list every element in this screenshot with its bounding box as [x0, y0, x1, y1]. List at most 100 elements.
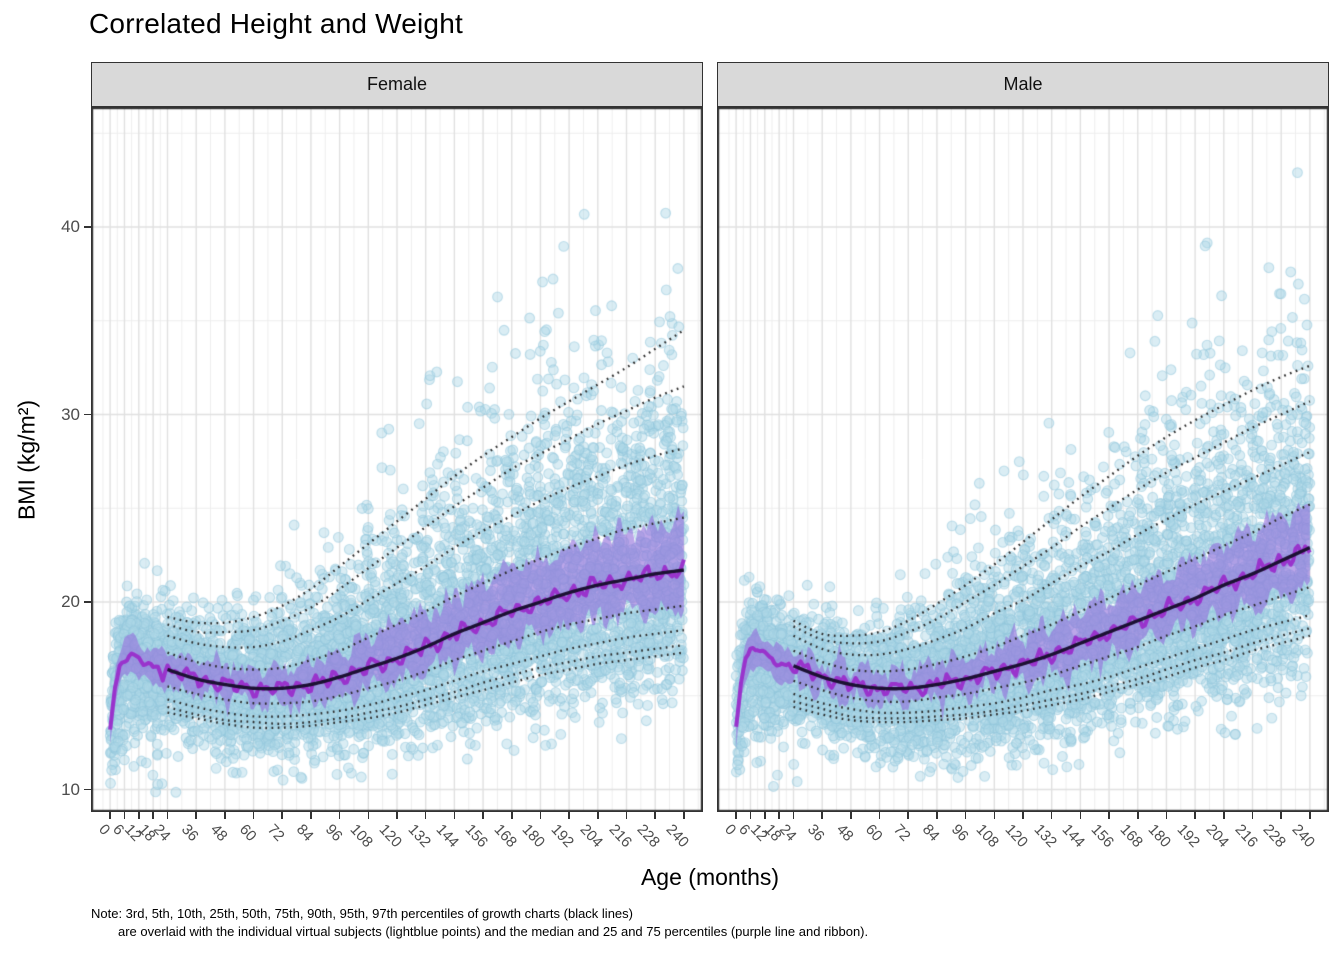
note-line-2: are overlaid with the individual virtual… [118, 924, 869, 939]
facet-strip-female: Female [91, 62, 703, 107]
x-tick-label: 180 [1144, 821, 1175, 851]
x-tick-mark [964, 812, 967, 819]
x-tick-mark [224, 812, 226, 819]
x-tick-label: 72 [264, 821, 288, 845]
x-axis-title: Age (months) [640, 864, 780, 890]
x-tick-label: 192 [547, 821, 578, 851]
x-tick-label: 120 [1001, 821, 1032, 851]
x-tick-label: 156 [461, 821, 492, 851]
x-tick-label: 240 [662, 821, 692, 851]
x-tick-label: 24 [149, 821, 174, 845]
x-tick-mark [1251, 812, 1254, 819]
x-tick-label: 60 [861, 821, 886, 845]
x-tick-label: 168 [490, 821, 520, 851]
y-axis-title: BMI (kg/m²) [13, 399, 40, 521]
x-tick-mark [453, 812, 456, 819]
x-tick-mark [936, 812, 938, 819]
x-tick-label: 132 [404, 821, 434, 851]
x-tick-label: 84 [292, 821, 317, 845]
x-tick-mark [281, 812, 284, 819]
x-tick-label: 192 [1173, 821, 1204, 851]
x-tick-label: 48 [832, 821, 857, 845]
note-line-1: Note: 3rd, 5th, 10th, 25th, 50th, 75th, … [91, 906, 633, 921]
x-tick-mark [123, 812, 126, 819]
x-tick-label: 228 [1259, 821, 1290, 851]
y-tick-label: 40 [61, 217, 80, 236]
plot-panel-male [717, 107, 1329, 812]
x-tick-mark [764, 812, 766, 819]
x-tick-mark [654, 812, 656, 819]
x-tick-mark [1022, 812, 1024, 819]
y-tick-label: 20 [61, 592, 80, 611]
x-tick-label: 24 [775, 821, 800, 845]
x-tick-label: 36 [178, 821, 202, 845]
x-tick-mark [539, 812, 542, 819]
x-tick-mark [792, 812, 795, 819]
x-tick-mark [749, 812, 752, 819]
x-tick-mark [1280, 812, 1282, 819]
x-tick-mark [597, 812, 599, 819]
x-tick-label: 96 [321, 821, 346, 845]
x-tick-label: 108 [972, 821, 1003, 851]
x-tick-mark [850, 812, 852, 819]
x-tick-mark [152, 812, 154, 819]
x-tick-mark [735, 812, 737, 819]
y-tick-mark [84, 413, 91, 416]
x-tick-mark [907, 812, 910, 819]
x-tick-label: 168 [1116, 821, 1146, 851]
x-tick-label: 216 [1231, 821, 1261, 851]
x-tick-label: 156 [1087, 821, 1118, 851]
x-tick-mark [1079, 812, 1082, 819]
y-tick-mark [84, 601, 91, 603]
x-tick-mark [1165, 812, 1168, 819]
y-tick-mark [84, 226, 91, 228]
x-tick-label: 144 [1058, 821, 1089, 851]
x-tick-label: 120 [375, 821, 406, 851]
chart-title: Correlated Height and Weight [89, 8, 463, 39]
x-tick-mark [195, 812, 197, 819]
x-tick-mark [778, 812, 780, 819]
x-tick-label: 216 [605, 821, 635, 851]
x-tick-label: 204 [576, 821, 606, 851]
note-text: Note: 3rd, 5th, 10th, 25th, 50th, 75th, … [91, 905, 868, 941]
x-tick-mark [1050, 812, 1053, 819]
x-tick-label: 204 [1202, 821, 1232, 851]
x-tick-mark [367, 812, 370, 819]
x-tick-mark [1108, 812, 1110, 819]
x-tick-label: 60 [235, 821, 260, 845]
x-tick-mark [424, 812, 427, 819]
x-tick-label: 48 [206, 821, 231, 845]
x-tick-label: 180 [518, 821, 549, 851]
x-tick-label: 144 [432, 821, 463, 851]
facet-strip-male: Male [717, 62, 1329, 107]
x-tick-label: 228 [633, 821, 664, 851]
x-tick-mark [993, 812, 996, 819]
x-tick-mark [1136, 812, 1139, 819]
x-tick-mark [138, 812, 140, 819]
facet-strip-label-male: Male [1003, 74, 1043, 94]
x-tick-mark [252, 812, 255, 819]
x-tick-mark [821, 812, 823, 819]
x-tick-label: 108 [346, 821, 377, 851]
x-tick-label: 132 [1030, 821, 1060, 851]
x-tick-mark [1194, 812, 1196, 819]
x-tick-mark [166, 812, 169, 819]
x-tick-mark [1223, 812, 1225, 819]
x-tick-label: 96 [947, 821, 972, 845]
x-tick-label: 72 [890, 821, 914, 845]
x-tick-mark [338, 812, 341, 819]
x-tick-mark [568, 812, 570, 819]
x-tick-label: 84 [918, 821, 943, 845]
x-tick-mark [510, 812, 513, 819]
x-tick-mark [878, 812, 881, 819]
y-tick-mark [84, 788, 91, 791]
x-tick-mark [625, 812, 628, 819]
y-tick-label: 10 [61, 779, 80, 799]
x-tick-mark [1309, 812, 1311, 819]
facet-strip-label-female: Female [366, 74, 428, 94]
x-tick-label: 36 [804, 821, 828, 845]
x-tick-mark [109, 812, 111, 819]
x-tick-mark [683, 812, 685, 819]
x-tick-label: 240 [1288, 821, 1318, 851]
